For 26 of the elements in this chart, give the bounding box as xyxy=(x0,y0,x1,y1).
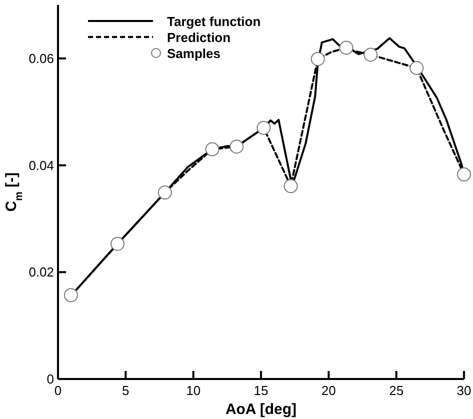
point xyxy=(410,61,424,76)
x-tick-label: 10 xyxy=(186,383,201,398)
legend-label: Samples xyxy=(167,46,220,61)
point xyxy=(310,52,325,66)
point xyxy=(256,120,271,135)
point xyxy=(339,40,354,55)
x-axis-title: AoA [deg] xyxy=(225,401,297,418)
x-tick-label: 30 xyxy=(456,383,472,398)
y-tick-label: 0.02 xyxy=(28,264,54,280)
legend-label: Target function xyxy=(167,14,261,29)
y-tick-label: 0 xyxy=(46,372,54,386)
point xyxy=(205,142,220,156)
point xyxy=(284,179,298,194)
x-tick-label: 20 xyxy=(321,383,336,398)
x-tick-label: 5 xyxy=(122,383,130,398)
point xyxy=(457,167,471,182)
point xyxy=(230,140,244,154)
point xyxy=(64,288,78,302)
legend-label: Prediction xyxy=(167,30,231,45)
point xyxy=(110,236,125,251)
x-tick-label: 25 xyxy=(389,383,404,398)
point xyxy=(158,186,172,200)
y-tick-label: 0.06 xyxy=(28,50,54,66)
y-tick-label: 0.04 xyxy=(28,158,54,173)
x-tick-label: 15 xyxy=(254,383,268,398)
point xyxy=(364,48,378,62)
